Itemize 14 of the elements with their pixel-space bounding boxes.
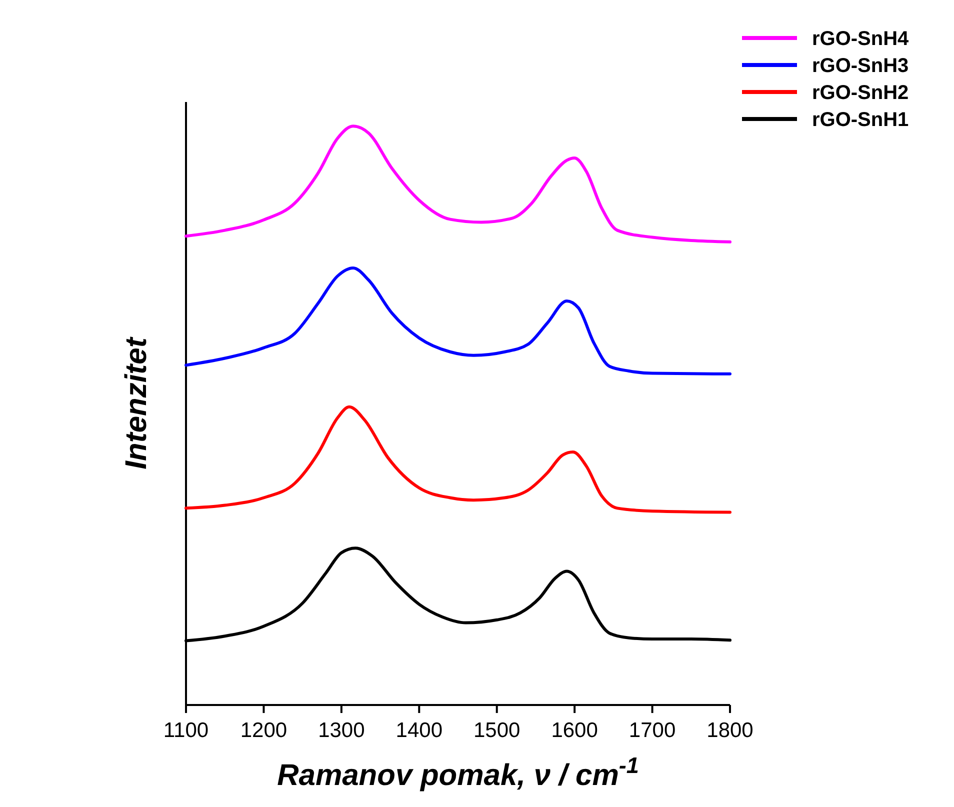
x-axis-title: Ramanov pomak, ν / cm$^{-1}$ [277, 752, 639, 792]
x-tick-label: 1100 [163, 719, 209, 742]
x-tick-label: 1800 [706, 719, 754, 742]
legend-label: rGO-SnH3 [812, 55, 909, 77]
x-tick-label: 1400 [396, 719, 442, 742]
x-tick-label: 1700 [628, 719, 676, 742]
x-tick-label: 1600 [551, 719, 598, 742]
x-tick-label: 1500 [474, 719, 520, 742]
legend-label: rGO-SnH2 [812, 82, 909, 104]
legend-label: rGO-SnH4 [812, 28, 910, 50]
legend-label: rGO-SnH1 [812, 109, 909, 131]
x-tick-label: 1300 [318, 719, 365, 742]
x-tick-label: 1200 [240, 719, 288, 742]
y-axis-title: Intenzitet [120, 336, 153, 470]
